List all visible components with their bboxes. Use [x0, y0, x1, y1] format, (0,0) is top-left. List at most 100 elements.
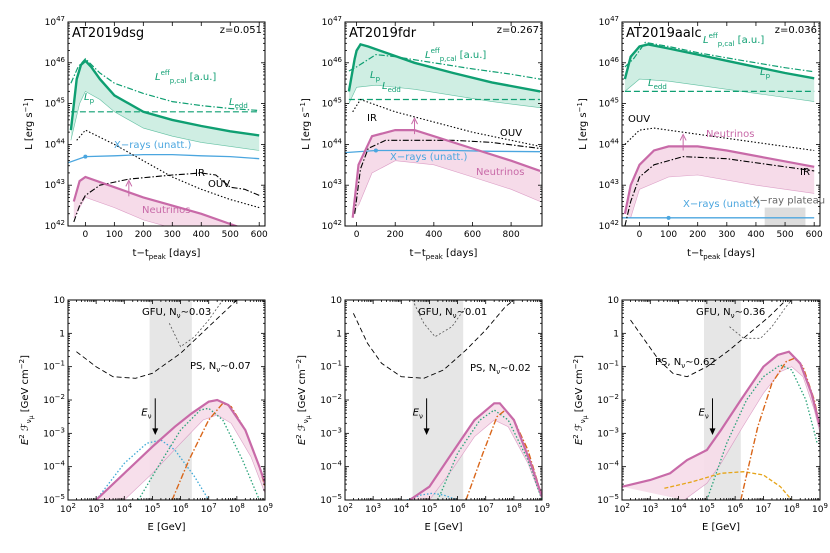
ledd-label: Ledd — [648, 78, 667, 91]
y-tick-label: 10−2 — [320, 393, 342, 406]
enu-arrowhead — [423, 428, 430, 435]
leff-line — [624, 41, 815, 73]
x-tick-label: 108 — [229, 502, 245, 515]
y-tick-label: 10−4 — [43, 460, 65, 473]
x-tick-label: 104 — [393, 502, 409, 515]
panel-title: AT2019fdr — [349, 26, 417, 41]
y-axis-label: E2 ℱνμ [GeV cm−2] — [572, 355, 589, 445]
y-tick-label: 1 — [336, 329, 342, 339]
ouv-label: OUV — [500, 128, 522, 139]
y-tick-label: 1042 — [45, 219, 65, 232]
x-tick-label: 102 — [337, 502, 353, 515]
flux-total — [95, 398, 265, 500]
y-axis-label: E2 ℱνμ [GeV cm−2] — [18, 355, 35, 445]
ir-label: IR — [367, 113, 377, 124]
y-tick-label: 10 — [331, 296, 343, 306]
lc-dsg: 0 100 200 300 400 500 600 1042 1043 1044 1045 1046 1… — [22, 15, 268, 261]
y-tick-label: 10−2 — [597, 393, 619, 406]
x-tick-label: 102 — [614, 502, 630, 515]
ir-line — [354, 139, 541, 214]
x-tick-label: 109 — [257, 502, 273, 515]
x-tick-label: 300 — [164, 230, 181, 240]
ledd-label: Ledd — [229, 97, 248, 110]
x-tick-label: 103 — [88, 502, 104, 515]
lp-line — [347, 43, 541, 93]
ir-line — [73, 172, 260, 223]
gfu-curve — [412, 300, 467, 338]
x-tick-label: 0 — [354, 230, 360, 240]
lp-band — [348, 44, 541, 108]
ir-label: IR — [800, 167, 810, 178]
redshift-label: z=0.051 — [220, 25, 262, 36]
neutrino-label: Neutrinos — [706, 129, 754, 140]
ledd-label: Ledd — [382, 81, 401, 94]
y-tick-label: 1044 — [45, 137, 66, 150]
spec-dsg: 102 103 104 105 106 107 108 109 10−5 10−4 10−3 10−2… — [18, 296, 273, 533]
ps-curve — [630, 300, 787, 378]
xray-label: X−rays (unatt.) — [683, 199, 761, 210]
redshift-label: z=0.267 — [497, 25, 539, 36]
y-tick-label: 10−1 — [597, 360, 619, 373]
y-tick-label: 10 — [54, 296, 66, 306]
enu-label: Eν — [413, 408, 423, 421]
ouv-line — [352, 98, 541, 147]
neutrino-band — [352, 130, 541, 218]
y-tick-label: 10−3 — [597, 426, 619, 439]
x-tick-label: 200 — [689, 230, 706, 240]
energy-band — [412, 300, 464, 500]
x-axis-label: t−tpeak [days] — [410, 248, 478, 261]
component-green — [137, 407, 260, 500]
component-cyan — [95, 439, 210, 500]
x-tick-label: 200 — [387, 230, 404, 240]
lp-band — [624, 44, 815, 102]
x-tick-label: 600 — [464, 230, 481, 240]
y-tick-label: 1047 — [322, 15, 342, 28]
lp-label: Lp — [370, 70, 381, 83]
x-tick-label: 102 — [60, 502, 76, 515]
x-tick-label: 106 — [450, 502, 466, 515]
xray-point — [666, 215, 671, 220]
gfu-label: GFU, Nν∼0.36 — [696, 307, 765, 320]
ps-curve — [76, 300, 238, 379]
ps-label: PS, Nν∼0.62 — [655, 357, 716, 370]
y-tick-label: 1046 — [45, 56, 66, 69]
component-cyan — [406, 492, 458, 500]
panel-title: AT2019dsg — [72, 26, 144, 41]
neutrino-arrowhead — [679, 133, 687, 141]
plot-frame — [621, 21, 821, 227]
neutrino-label: Neutrinos — [476, 167, 524, 178]
x-tick-label: 600 — [806, 230, 823, 240]
neutrino-line — [623, 145, 815, 215]
flux-total — [409, 402, 542, 500]
x-tick-label: 300 — [718, 230, 735, 240]
x-tick-label: 108 — [506, 502, 522, 515]
y-tick-label: 1047 — [599, 15, 619, 28]
y-tick-label: 1 — [59, 329, 65, 339]
x-tick-label: 400 — [193, 230, 210, 240]
lp-low-line — [348, 84, 541, 108]
plot-frame — [344, 21, 543, 227]
redshift-label: z=0.036 — [775, 25, 817, 36]
lc-aalc: 0 100 200 300 400 500 600 1042 1043 1044 1045 1046 1… — [576, 15, 825, 261]
ps-label: PS, Nν∼0.02 — [470, 363, 531, 376]
xray-plateau-label: X−ray plateau — [753, 196, 825, 207]
enu-label: Eν — [699, 408, 709, 421]
x-tick-label: 105 — [144, 502, 160, 515]
component-orange — [740, 357, 820, 500]
lp-line — [69, 59, 260, 137]
xray-label: X−rays (unatt.) — [390, 152, 468, 163]
spec-fdr: 102 103 104 105 106 107 108 109 10−5 10−4 10−3 10−2… — [295, 296, 550, 533]
y-tick-label: 1044 — [599, 137, 620, 150]
plot-frame — [67, 21, 266, 227]
lp-label: Lp — [760, 67, 771, 80]
x-tick-label: 800 — [503, 230, 520, 240]
xray-plateau-band — [764, 207, 806, 226]
lc-fdr: 0 200 400 600 800 1042 1043 1044 1045 1046 1047 t−t… — [299, 15, 543, 261]
y-tick-label: 1046 — [599, 56, 620, 69]
x-tick-label: 105 — [421, 502, 437, 515]
x-tick-label: 500 — [776, 230, 793, 240]
x-tick-label: 107 — [201, 502, 217, 515]
x-tick-label: 104 — [671, 502, 687, 515]
xray-line — [345, 149, 541, 154]
flux-low-line — [124, 414, 265, 500]
